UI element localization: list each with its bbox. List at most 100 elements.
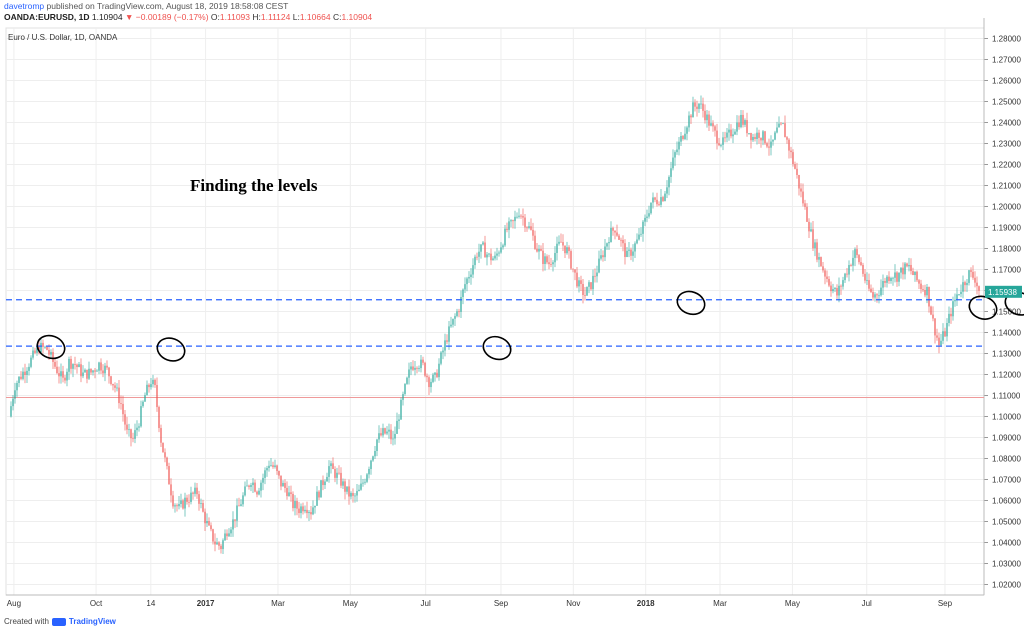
highlight-circle [1004, 291, 1024, 316]
price-change: −0.00189 (−0.17%) [135, 12, 209, 22]
candle-body [630, 249, 632, 256]
candle-body [744, 120, 746, 125]
open-label: O: [210, 12, 220, 22]
candle-body [518, 215, 520, 217]
candle-body [410, 366, 412, 370]
candle-body [904, 263, 906, 275]
candle-body [866, 280, 868, 281]
candle-body [884, 281, 886, 283]
candle-body [178, 504, 180, 507]
candle-body [890, 277, 892, 281]
candle-body [210, 525, 212, 530]
candle-body [232, 519, 234, 530]
candle-body [268, 465, 270, 469]
y-tick-label: 1.19000 [992, 224, 1021, 233]
candle-body [198, 494, 200, 504]
created-with-text: Created with [4, 617, 49, 626]
author-link[interactable]: davetromp [4, 1, 45, 11]
candle-body [18, 376, 20, 383]
last-price-label: 1.15938 [988, 288, 1017, 297]
candle-body [426, 375, 428, 378]
candle-body [610, 227, 612, 243]
candle-body [354, 495, 356, 497]
candle-body [958, 294, 960, 295]
candle-body [570, 251, 572, 269]
candle-body [834, 288, 836, 290]
high-value: 1.11124 [260, 12, 291, 22]
x-tick-label: 14 [146, 599, 155, 608]
candle-body [634, 243, 636, 252]
candle-body [792, 152, 794, 165]
candle-body [544, 256, 546, 265]
candle-body [682, 135, 684, 140]
candle-body [372, 456, 374, 461]
candle-body [284, 482, 286, 488]
candle-body [64, 377, 66, 381]
candle-body [844, 273, 846, 281]
candle-body [112, 383, 114, 386]
candle-body [512, 220, 514, 222]
candle-body [692, 102, 694, 118]
candle-body [96, 370, 98, 372]
tradingview-brand[interactable]: TradingView [68, 617, 116, 626]
candle-body [340, 472, 342, 486]
close-label: C: [332, 12, 342, 22]
candle-body [736, 122, 738, 132]
candle-body [50, 351, 52, 355]
candle-body [470, 274, 472, 278]
y-tick-label: 1.23000 [992, 140, 1021, 149]
candle-body [12, 398, 14, 407]
candle-body [430, 381, 432, 388]
x-tick-label: May [785, 599, 800, 608]
candle-body [614, 230, 616, 233]
candle-body [246, 485, 248, 487]
candle-body [84, 369, 86, 373]
candle-body [196, 487, 198, 495]
candle-body [386, 431, 388, 434]
x-tick-label: Jul [421, 599, 431, 608]
y-tick-label: 1.03000 [992, 560, 1021, 569]
candle-body [798, 174, 800, 189]
x-tick-label: May [343, 599, 358, 608]
candle-body [348, 486, 350, 497]
candle-body [670, 168, 672, 177]
candle-body [638, 234, 640, 240]
candle-body [906, 263, 908, 267]
candle-body [502, 245, 504, 248]
candle-body [762, 131, 764, 141]
candle-body [966, 282, 968, 286]
candle-body [878, 295, 880, 297]
candle-body [402, 393, 404, 400]
candle-body [86, 369, 88, 379]
candle-body [542, 250, 544, 265]
candle-body [318, 491, 320, 498]
candle-body [852, 257, 854, 266]
x-tick-label: Aug [7, 599, 21, 608]
candle-body [238, 505, 240, 507]
candle-body [328, 466, 330, 477]
candle-body [848, 265, 850, 275]
close-value: 1.10904 [341, 12, 373, 22]
candle-body [368, 468, 370, 475]
y-tick-label: 1.25000 [992, 98, 1021, 107]
candle-body [218, 542, 220, 546]
candle-body [358, 489, 360, 492]
candle-body [818, 257, 820, 260]
candle-body [788, 139, 790, 151]
candle-body [26, 370, 28, 375]
candle-body [566, 247, 568, 254]
candle-body [734, 131, 736, 135]
candle-body [490, 253, 492, 261]
y-tick-label: 1.12000 [992, 371, 1021, 380]
candle-body [34, 350, 36, 353]
candle-body [454, 316, 456, 319]
candle-body [690, 115, 692, 118]
candle-body [500, 247, 502, 253]
candle-body [484, 242, 486, 258]
candle-body [718, 143, 720, 146]
candle-body [350, 493, 352, 497]
candle-body [746, 120, 748, 134]
candle-body [738, 122, 740, 128]
x-tick-label: 2017 [197, 599, 215, 608]
